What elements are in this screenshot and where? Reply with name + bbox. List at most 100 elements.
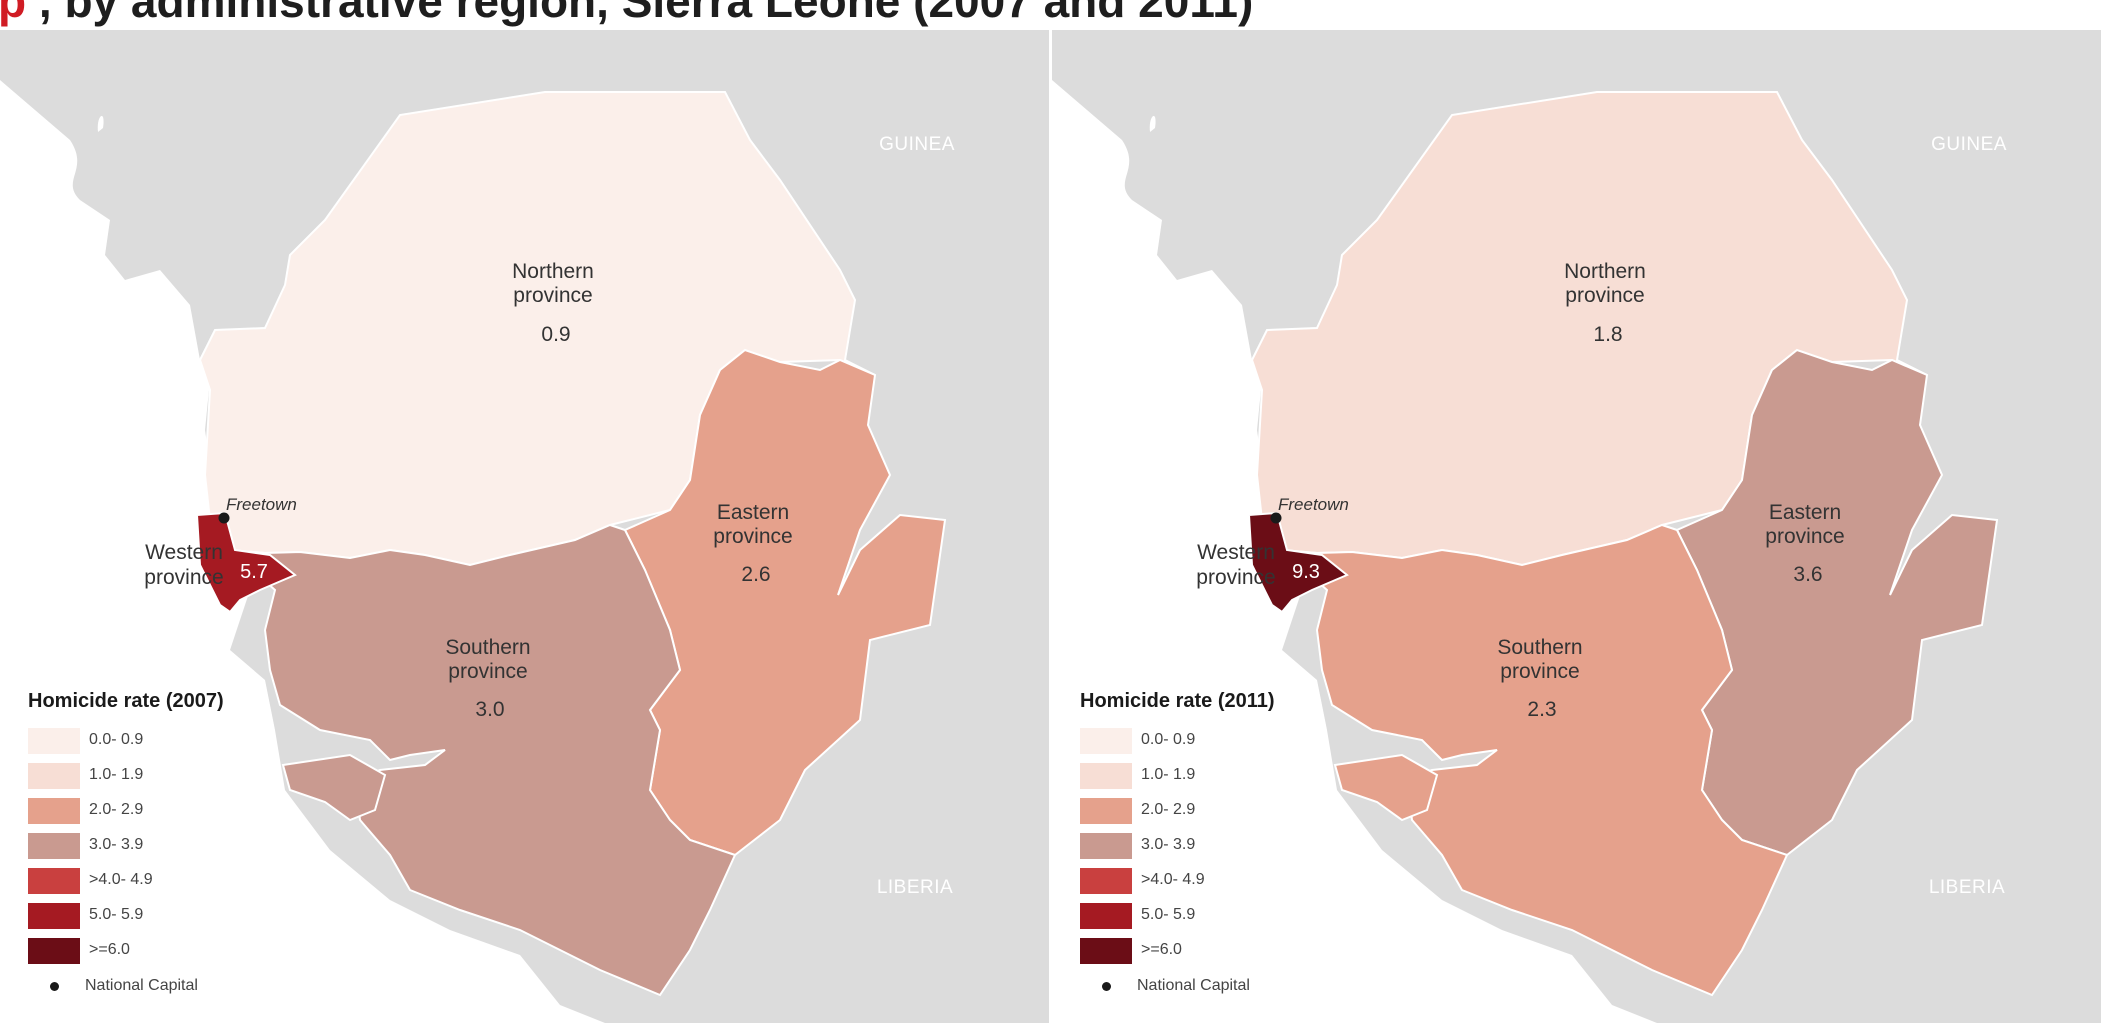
sea-inlet [1149,115,1156,132]
southern-label-line1: Southern [445,636,530,659]
legend-label: >4.0- 4.9 [89,871,153,888]
legend-swatch [28,763,80,789]
legend-label: >=6.0 [89,941,130,958]
southern-value: 2.3 [1527,698,1556,721]
sea [0,80,605,1023]
western-label-line2: province [1196,566,1275,589]
legend-item: 1.0- 1.9 [1080,763,1275,798]
southern-label-line2: province [1500,660,1579,683]
legend-item: >=6.0 [1080,938,1275,973]
northern-label-line1: Northern [512,260,594,283]
legend-item: 2.0- 2.9 [28,798,224,833]
legend-label: >=6.0 [1141,941,1182,958]
western-value: 5.7 [240,561,268,583]
map-2007: Freetown Northern province 0.9 Eastern p… [0,30,1049,1023]
title-text: , by administrative region, Sierra Leone… [26,0,1254,27]
capital-dot-icon [50,982,59,991]
country-label-liberia: LIBERIA [1929,877,2005,898]
legend-label: 5.0- 5.9 [1141,906,1196,923]
legend-label: 3.0- 3.9 [1141,836,1196,853]
map-panel-2007: Freetown Northern province 0.9 Eastern p… [0,30,1049,1023]
northern-label-line2: province [1565,284,1644,307]
southern-label-line1: Southern [1497,636,1582,659]
legend-swatch [1080,763,1132,789]
legend-label: 1.0- 1.9 [1141,766,1196,783]
legend-item: 0.0- 0.9 [28,728,224,763]
sea [1052,80,1657,1023]
map-panel-2011: Freetown Northern province 1.8 Eastern p… [1052,30,2101,1023]
northern-label-line2: province [513,284,592,307]
legend-item: >4.0- 4.9 [28,868,224,903]
legend-swatch [28,938,80,964]
capital-label: Freetown [1278,495,1349,514]
legend-item: 1.0- 1.9 [28,763,224,798]
legend-label: 0.0- 0.9 [89,731,144,748]
page-title: p , by administrative region, Sierra Leo… [0,0,1253,28]
legend-item: 3.0- 3.9 [1080,833,1275,868]
region-western [1247,511,1349,614]
legend-label: 0.0- 0.9 [1141,731,1196,748]
legend-2011: Homicide rate (2011) 0.0- 0.9 1.0- 1.9 2… [1080,690,1275,1005]
legend-item: 5.0- 5.9 [28,903,224,938]
legend-swatch [1080,938,1132,964]
western-label-line2: province [144,566,223,589]
legend-title: Homicide rate (2007) [28,690,224,712]
legend-item: 2.0- 2.9 [1080,798,1275,833]
capital-marker [1270,512,1282,524]
sea-inlet [97,115,104,132]
legend-item: 5.0- 5.9 [1080,903,1275,938]
western-label-line1: Western [145,541,223,564]
title-bar: p , by administrative region, Sierra Leo… [0,0,2126,30]
legend-capital: National Capital [28,975,224,1005]
country-label-guinea: GUINEA [1931,134,2007,155]
legend-capital-label: National Capital [85,977,198,994]
region-western [195,511,297,614]
legend-swatch [28,868,80,894]
eastern-label-line2: province [1765,525,1844,548]
legend-item: 0.0- 0.9 [1080,728,1275,763]
capital-dot-icon [1102,982,1111,991]
capital-label: Freetown [226,495,297,514]
western-value: 9.3 [1292,561,1320,583]
legend-item: 3.0- 3.9 [28,833,224,868]
eastern-label-line2: province [713,525,792,548]
northern-value: 0.9 [541,323,570,346]
legend-capital-label: National Capital [1137,977,1250,994]
capital-marker [218,512,230,524]
country-label-guinea: GUINEA [879,134,955,155]
legend-swatch [28,833,80,859]
northern-label-line1: Northern [1564,260,1646,283]
northern-value: 1.8 [1593,323,1622,346]
legend-swatch [1080,728,1132,754]
legend-swatch [28,728,80,754]
eastern-value: 3.6 [1793,563,1822,586]
eastern-value: 2.6 [741,563,770,586]
southern-value: 3.0 [475,698,504,721]
legend-swatch [28,798,80,824]
legend-capital: National Capital [1080,975,1275,1005]
legend-label: 5.0- 5.9 [89,906,144,923]
legend-title: Homicide rate (2011) [1080,690,1275,712]
legend-label: 3.0- 3.9 [89,836,144,853]
legend-item: >4.0- 4.9 [1080,868,1275,903]
legend-swatch [1080,833,1132,859]
eastern-label-line1: Eastern [1769,501,1841,524]
legend-swatch [1080,903,1132,929]
region-southern [227,523,737,997]
title-accent: p [0,0,27,27]
legend-label: 1.0- 1.9 [89,766,144,783]
legend-item: >=6.0 [28,938,224,973]
western-label-line1: Western [1197,541,1275,564]
country-label-liberia: LIBERIA [877,877,953,898]
legend-swatch [1080,798,1132,824]
region-southern-island [281,753,387,822]
southern-label-line2: province [448,660,527,683]
legend-swatch [28,903,80,929]
region-southern [1279,523,1789,997]
legend-2007: Homicide rate (2007) 0.0- 0.9 1.0- 1.9 2… [28,690,224,1005]
legend-swatch [1080,868,1132,894]
legend-label: 2.0- 2.9 [89,801,144,818]
legend-label: 2.0- 2.9 [1141,801,1196,818]
region-southern-island [1333,753,1439,822]
legend-label: >4.0- 4.9 [1141,871,1205,888]
